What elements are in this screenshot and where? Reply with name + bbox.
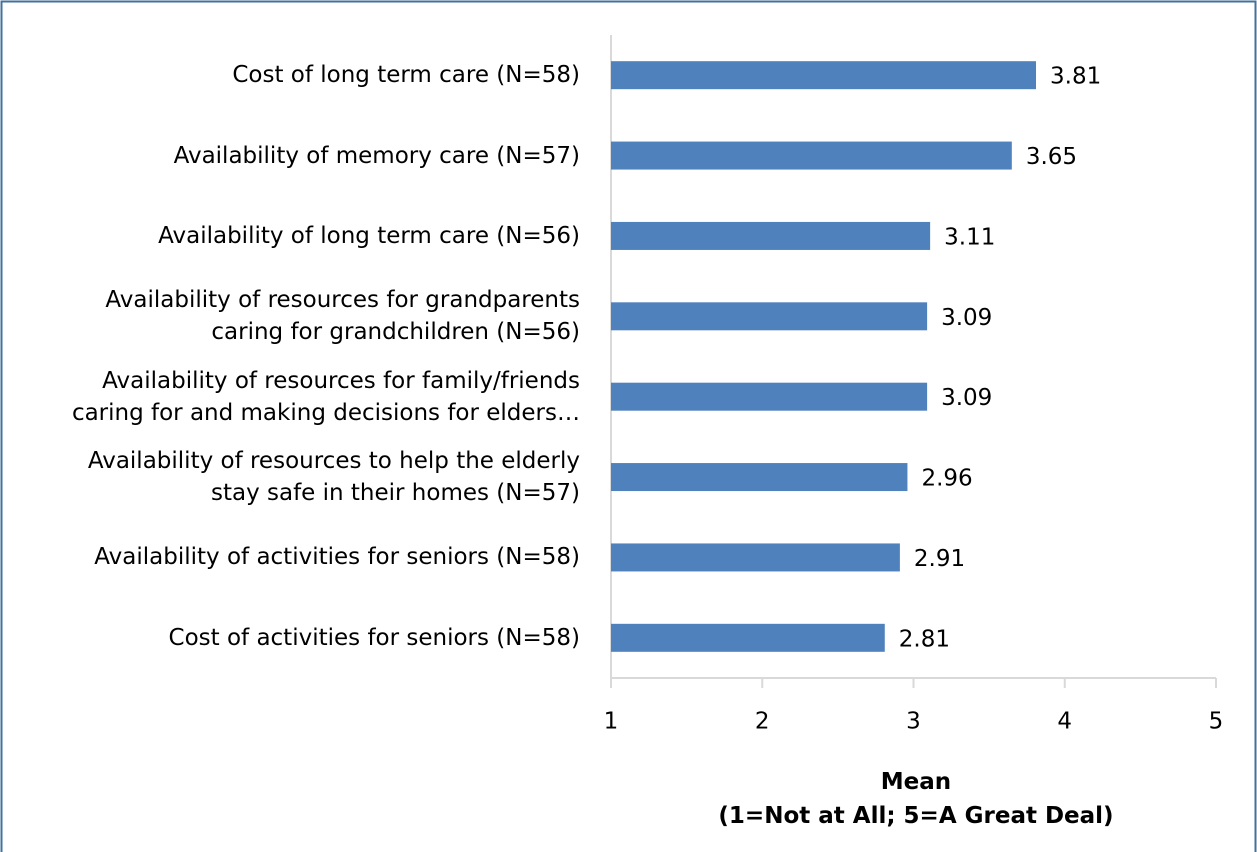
bar [611,382,928,411]
value-label: 3.65 [1026,144,1077,170]
x-tick-label: 2 [755,709,770,735]
y-tick-label: Availability of memory care (N=57) [173,142,580,169]
y-tick-label: Availability of resources to help the el… [87,448,580,507]
x-axis-label: Mean (1=Not at All; 5=A Great Deal) [718,769,1114,829]
bar [611,302,928,331]
x-tick-label: 1 [604,709,619,735]
value-label: 3.81 [1050,64,1101,90]
x-tick-label: 5 [1209,709,1224,735]
y-tick-label: Availability of activities for seniors (… [94,544,580,571]
y-tick-label: Cost of activities for seniors (N=58) [168,624,580,651]
y-tick-label: Availability of resources for family/fri… [71,367,580,426]
bar [611,463,908,492]
value-label: 3.09 [941,385,992,411]
bar [611,623,885,652]
value-label: 2.81 [899,626,950,652]
bar [611,543,900,572]
bar [611,221,931,250]
bar [611,61,1037,90]
y-tick-label: Cost of long term care (N=58) [232,62,580,89]
value-label: 2.91 [914,546,965,572]
value-label: 2.96 [921,466,972,492]
x-tick-label: 4 [1057,709,1072,735]
x-tick-label: 3 [906,709,921,735]
value-label: 3.09 [941,305,992,331]
value-label: 3.11 [944,224,995,250]
bar [611,141,1012,170]
y-tick-label: Availability of resources for grandparen… [105,287,580,346]
y-tick-label: Availability of long term care (N=56) [158,222,580,249]
